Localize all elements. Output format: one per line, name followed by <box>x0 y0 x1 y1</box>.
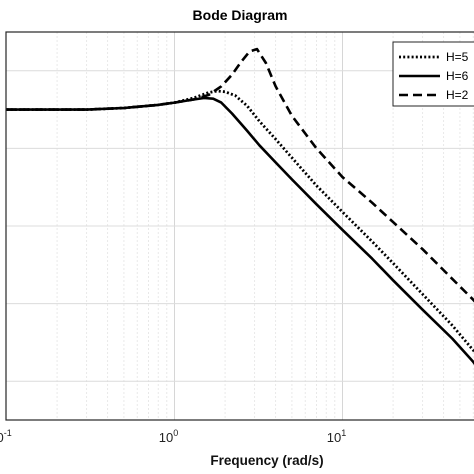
plot-frame <box>5 31 474 421</box>
x-tick-label: 10-1 <box>0 428 12 445</box>
legend-label-1: H=5 <box>446 50 469 64</box>
chart-title: Bode Diagram <box>193 7 288 23</box>
legend: H=5 H=6 H=2 <box>392 41 474 107</box>
x-axis-label: Frequency (rad/s) <box>210 453 323 468</box>
series-line-3 <box>6 47 474 303</box>
x-tick-labels: 10-1 100 101 <box>0 428 346 445</box>
x-tick-label: 101 <box>327 428 346 445</box>
series-lines <box>6 47 474 365</box>
legend-label-3: H=2 <box>446 88 469 102</box>
x-tick-label: 100 <box>159 428 178 445</box>
legend-label-2: H=6 <box>446 69 469 83</box>
series-line-2 <box>6 96 474 365</box>
